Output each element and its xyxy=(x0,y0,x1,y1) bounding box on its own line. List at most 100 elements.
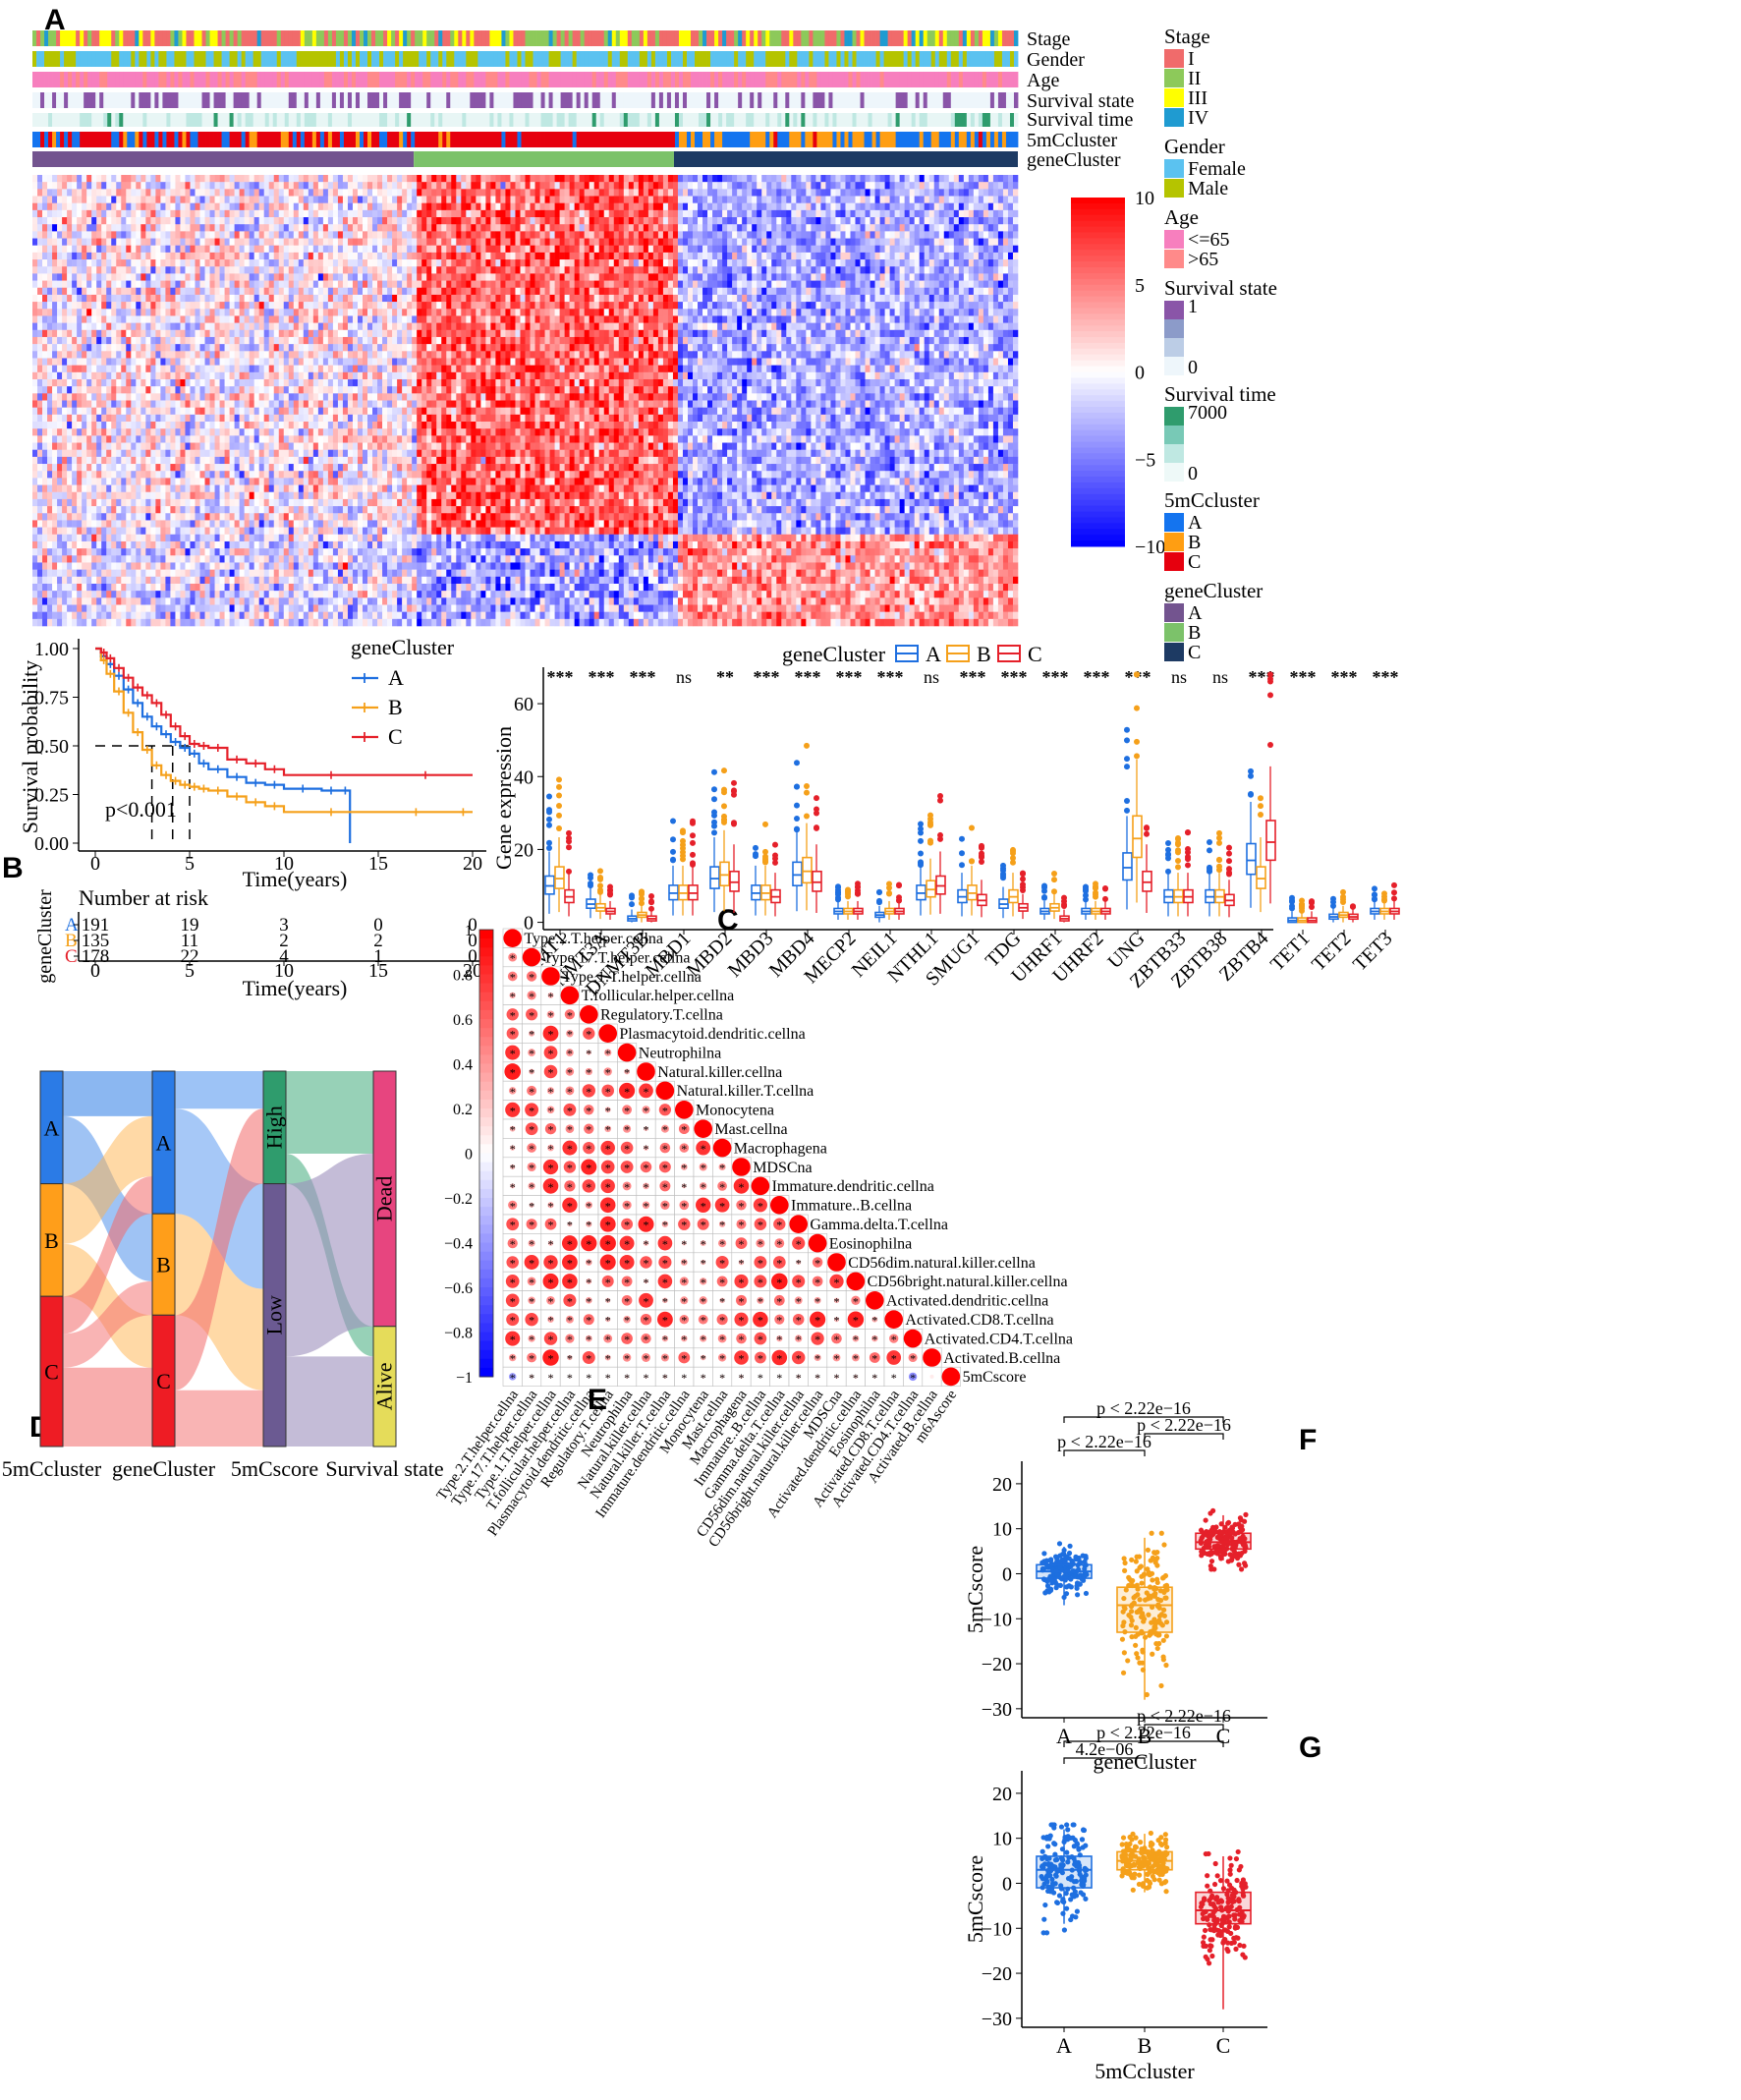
heatmap-cell xyxy=(136,217,141,225)
annotation-cell xyxy=(552,72,557,87)
heatmap-cell xyxy=(919,287,926,296)
annotation-cell xyxy=(146,72,151,87)
heatmap-cell xyxy=(806,273,812,281)
heatmap-cell xyxy=(943,209,950,218)
heatmap-cell xyxy=(258,287,264,296)
heatmap-cell xyxy=(983,287,989,296)
heatmap-cell xyxy=(219,252,225,260)
heatmap-cell xyxy=(889,196,895,203)
heatmap-cell xyxy=(145,209,151,218)
annotation-cell xyxy=(36,92,41,108)
annotation-cell xyxy=(619,30,625,46)
annotation-cell xyxy=(450,132,455,147)
heatmap-cell xyxy=(382,245,388,254)
annotation-cell xyxy=(217,30,222,46)
heatmap-cell xyxy=(180,287,186,296)
heatmap-cell xyxy=(688,209,694,218)
heatmap-cell xyxy=(672,182,679,190)
heatmap-cell xyxy=(647,280,654,289)
annotation-cell xyxy=(229,113,235,127)
heatmap-cell xyxy=(894,196,900,203)
annotation-cell xyxy=(923,132,928,147)
heatmap-cell xyxy=(574,259,580,267)
heatmap-cell xyxy=(593,202,600,211)
heatmap-cell xyxy=(850,238,856,247)
heatmap-cell xyxy=(308,209,314,218)
heatmap-cell xyxy=(476,189,481,197)
heatmap-cell xyxy=(160,196,166,203)
heatmap-cell xyxy=(983,196,989,203)
heatmap-cell xyxy=(229,224,235,232)
heatmap-cell xyxy=(273,189,280,197)
heatmap-cell xyxy=(199,280,205,289)
heatmap-cell xyxy=(441,189,447,197)
heatmap-cell xyxy=(52,189,58,197)
annotation-cell xyxy=(970,92,976,108)
annotation-cell xyxy=(691,72,696,87)
annotation-cell xyxy=(225,132,230,147)
annotation-cell xyxy=(111,30,116,46)
annotation-cell xyxy=(327,92,333,108)
heatmap-cell xyxy=(677,287,684,296)
heatmap-cell xyxy=(707,196,713,203)
annotation-cell xyxy=(722,113,727,127)
heatmap-cell xyxy=(372,231,378,239)
heatmap-cell xyxy=(515,280,521,289)
heatmap-cell xyxy=(140,266,146,274)
heatmap-cell xyxy=(584,224,590,232)
heatmap-cell xyxy=(116,202,122,211)
annotation-cell xyxy=(962,132,968,147)
annotation-cell xyxy=(722,92,727,108)
annotation-cell xyxy=(245,132,251,147)
heatmap-cell xyxy=(209,252,215,260)
heatmap-cell xyxy=(273,175,280,183)
heatmap-cell xyxy=(757,273,762,281)
heatmap-cell xyxy=(209,196,215,203)
heatmap-cell xyxy=(466,266,472,274)
heatmap-cell xyxy=(293,273,300,281)
heatmap-cell xyxy=(717,266,723,274)
annotation-cell xyxy=(119,132,124,147)
heatmap-cell xyxy=(992,182,999,190)
heatmap-cell xyxy=(884,196,890,203)
annotation-cell xyxy=(631,113,637,127)
heatmap-cell xyxy=(332,224,339,232)
heatmap-cell xyxy=(727,217,733,225)
heatmap-cell xyxy=(1002,245,1009,254)
heatmap-cell xyxy=(742,224,748,232)
annotation-cell xyxy=(150,51,155,67)
heatmap-cell xyxy=(293,231,300,239)
heatmap-cell xyxy=(308,238,314,247)
annotation-cell xyxy=(430,51,435,67)
heatmap-cell xyxy=(204,273,210,281)
heatmap-cell xyxy=(973,238,980,247)
heatmap-cell xyxy=(850,175,856,183)
heatmap-cell xyxy=(840,238,846,247)
heatmap-cell xyxy=(372,189,378,197)
heatmap-cell xyxy=(490,259,496,267)
heatmap-cell xyxy=(77,259,83,267)
heatmap-cell xyxy=(938,182,945,190)
annotation-cell xyxy=(997,113,1003,127)
heatmap-cell xyxy=(647,175,654,183)
heatmap-cell xyxy=(199,266,205,274)
annotation-cell xyxy=(556,92,562,108)
heatmap-cell xyxy=(357,294,364,303)
annotation-cell xyxy=(734,72,739,87)
annotation-cell xyxy=(194,113,198,127)
heatmap-cell xyxy=(377,266,383,274)
annotation-cell xyxy=(970,72,976,87)
heatmap-cell xyxy=(283,217,290,225)
annotation-cell xyxy=(139,92,143,108)
heatmap-cell xyxy=(688,245,694,254)
heatmap-cell xyxy=(77,273,83,281)
heatmap-cell xyxy=(1002,182,1009,190)
heatmap-cell xyxy=(327,182,334,190)
heatmap-cell xyxy=(263,175,270,183)
heatmap-cell xyxy=(992,266,999,274)
heatmap-cell xyxy=(116,209,122,218)
heatmap-cell xyxy=(337,287,344,296)
heatmap-cell xyxy=(392,209,398,218)
heatmap-cell xyxy=(530,224,535,232)
heatmap-cell xyxy=(732,182,738,190)
